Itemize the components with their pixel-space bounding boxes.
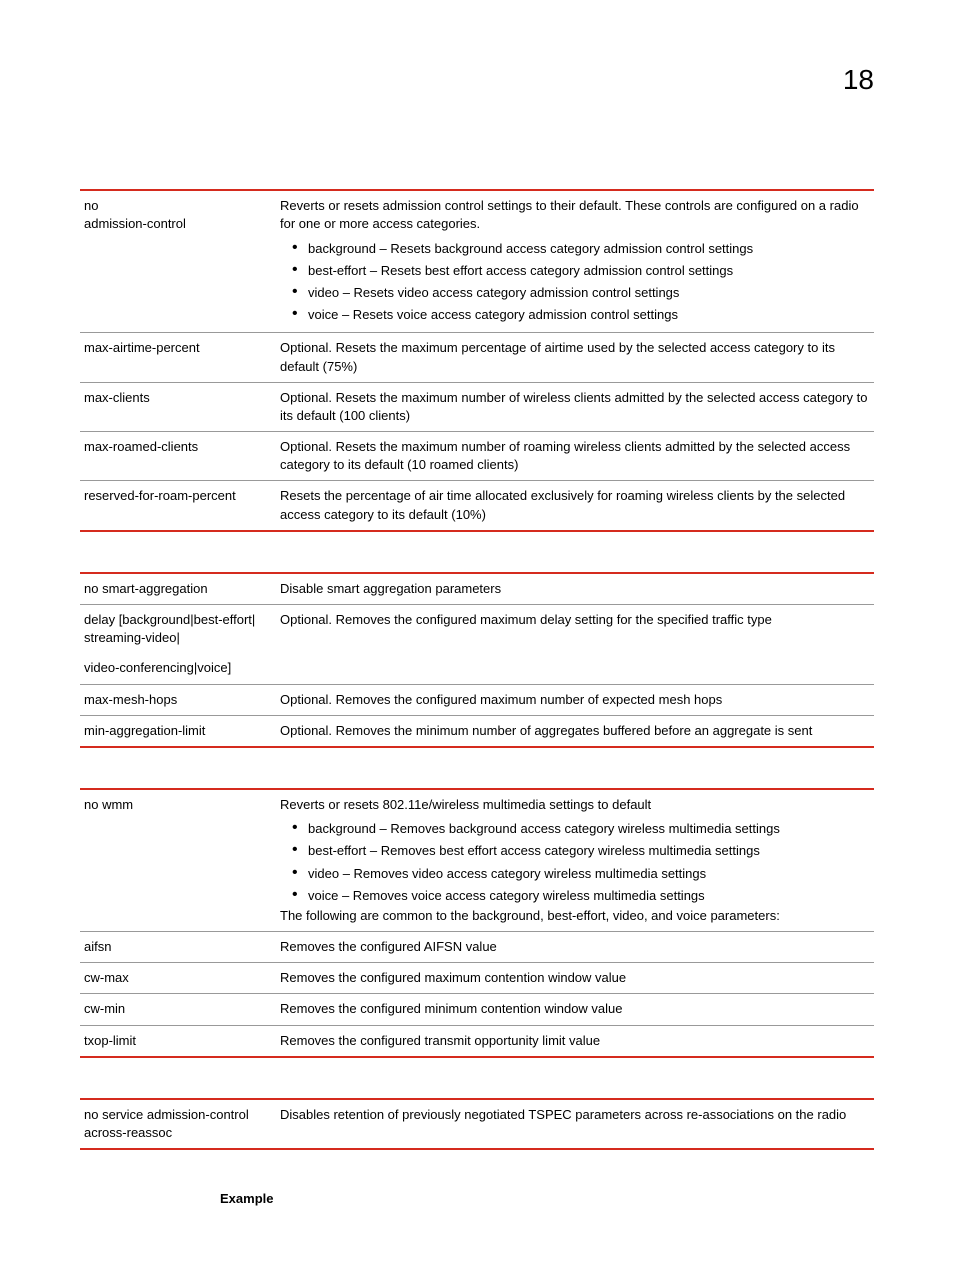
param-desc: Optional. Removes the configured maximum…	[280, 685, 874, 715]
param-name: max-mesh-hops	[80, 685, 280, 715]
param-name: no smart-aggregation	[80, 574, 280, 604]
param-name: no service admission-control across-reas…	[80, 1100, 280, 1148]
param-name: no wmm	[80, 790, 280, 931]
table-smart-aggregation: no smart-aggregation Disable smart aggre…	[80, 572, 874, 748]
param-desc: Disables retention of previously negotia…	[280, 1100, 874, 1148]
param-name: video-conferencing|voice]	[80, 653, 280, 683]
table-row: no smart-aggregation Disable smart aggre…	[80, 572, 874, 605]
table-wmm: no wmm Reverts or resets 802.11e/wireles…	[80, 788, 874, 1058]
bullet-item: voice – Removes voice access category wi…	[308, 885, 870, 907]
table-row: max-roamed-clients Optional. Resets the …	[80, 432, 874, 481]
example-heading: Example	[220, 1190, 874, 1208]
table-row: delay [background|best-effort| streaming…	[80, 605, 874, 653]
bullet-list: background – Resets background access ca…	[280, 238, 870, 327]
param-desc: Optional. Removes the minimum number of …	[280, 716, 874, 746]
bullet-list: background – Removes background access c…	[280, 818, 870, 907]
param-name: max-clients	[80, 383, 280, 431]
param-name: min-aggregation-limit	[80, 716, 280, 746]
table-row: max-mesh-hops Optional. Removes the conf…	[80, 685, 874, 716]
bullet-item: background – Resets background access ca…	[308, 238, 870, 260]
table-admission-control: no admission-control Reverts or resets a…	[80, 189, 874, 532]
bullet-item: voice – Resets voice access category adm…	[308, 304, 870, 326]
desc-outro: The following are common to the backgrou…	[280, 907, 870, 925]
desc-intro: Reverts or resets 802.11e/wireless multi…	[280, 796, 870, 814]
table-row: no service admission-control across-reas…	[80, 1098, 874, 1150]
param-name: delay [background|best-effort| streaming…	[80, 605, 280, 653]
param-name: reserved-for-roam-percent	[80, 481, 280, 529]
param-desc: Optional. Resets the maximum number of w…	[280, 383, 874, 431]
table-row: no wmm Reverts or resets 802.11e/wireles…	[80, 788, 874, 932]
bullet-item: background – Removes background access c…	[308, 818, 870, 840]
param-desc: Reverts or resets admission control sett…	[280, 191, 874, 332]
table-row: reserved-for-roam-percent Resets the per…	[80, 481, 874, 531]
param-desc: Optional. Removes the configured maximum…	[280, 605, 874, 653]
table-row: min-aggregation-limit Optional. Removes …	[80, 716, 874, 748]
param-name: cw-min	[80, 994, 280, 1024]
param-name: aifsn	[80, 932, 280, 962]
param-desc: Optional. Resets the maximum percentage …	[280, 333, 874, 381]
param-desc: Optional. Resets the maximum number of r…	[280, 432, 874, 480]
table-row: video-conferencing|voice]	[80, 653, 874, 684]
param-desc: Disable smart aggregation parameters	[280, 574, 874, 604]
param-desc: Reverts or resets 802.11e/wireless multi…	[280, 790, 874, 931]
bullet-item: video – Removes video access category wi…	[308, 863, 870, 885]
table-row: cw-max Removes the configured maximum co…	[80, 963, 874, 994]
desc-intro: Reverts or resets admission control sett…	[280, 197, 870, 233]
param-desc: Resets the percentage of air time alloca…	[280, 481, 874, 529]
table-row: max-clients Optional. Resets the maximum…	[80, 383, 874, 432]
param-desc: Removes the configured AIFSN value	[280, 932, 874, 962]
param-name: max-airtime-percent	[80, 333, 280, 381]
param-desc: Removes the configured maximum contentio…	[280, 963, 874, 993]
param-name: txop-limit	[80, 1026, 280, 1056]
bullet-item: best-effort – Removes best effort access…	[308, 840, 870, 862]
table-row: txop-limit Removes the configured transm…	[80, 1026, 874, 1058]
table-row: cw-min Removes the configured minimum co…	[80, 994, 874, 1025]
bullet-item: video – Resets video access category adm…	[308, 282, 870, 304]
table-row: max-airtime-percent Optional. Resets the…	[80, 333, 874, 382]
param-name: cw-max	[80, 963, 280, 993]
bullet-item: best-effort – Resets best effort access …	[308, 260, 870, 282]
table-row: no admission-control Reverts or resets a…	[80, 189, 874, 333]
param-desc	[280, 653, 874, 683]
param-desc: Removes the configured minimum contentio…	[280, 994, 874, 1024]
page-number: 18	[80, 60, 874, 99]
param-desc: Removes the configured transmit opportun…	[280, 1026, 874, 1056]
table-row: aifsn Removes the configured AIFSN value	[80, 932, 874, 963]
param-name: no admission-control	[80, 191, 280, 332]
param-name: max-roamed-clients	[80, 432, 280, 480]
table-service-admission: no service admission-control across-reas…	[80, 1098, 874, 1150]
